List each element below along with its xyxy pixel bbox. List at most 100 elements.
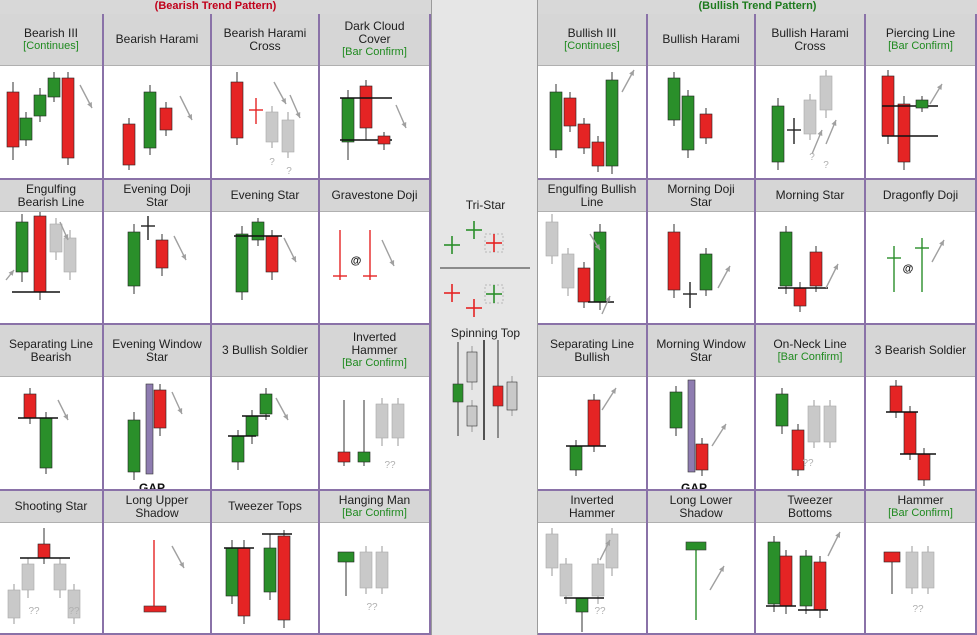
candle-body — [375, 403, 389, 439]
arrow-head — [605, 296, 611, 302]
pattern-drawing: ?? — [230, 72, 301, 177]
candle-body — [545, 221, 559, 257]
bullish-pattern-cell: On-Neck Line [Bar Confirm]?? — [756, 325, 866, 491]
arrow-head — [63, 234, 69, 240]
pattern-candles: ?? — [545, 528, 619, 632]
bullish-banner: (Bullish Trend Pattern) — [698, 0, 817, 12]
candle-body — [357, 451, 371, 463]
pattern-title-line: Piercing Line — [885, 25, 956, 40]
pattern-candles — [881, 70, 943, 170]
pattern-candles — [228, 388, 289, 470]
pattern-title: Inverted Hammer [Bar Confirm] — [320, 325, 429, 377]
bullish-pattern-cell: Piercing Line [Bar Confirm] — [866, 14, 977, 180]
candle-body — [771, 105, 785, 163]
pattern-candles — [667, 224, 731, 308]
pattern-drawing: ?? — [775, 388, 837, 476]
candle-body — [695, 443, 709, 471]
unknown-marker: ?? — [594, 606, 606, 617]
candle-body — [559, 563, 573, 597]
candle-body — [153, 389, 167, 429]
bearish-pattern-cell: Evening Doji Star — [104, 180, 212, 325]
pattern-candles: @ — [887, 238, 945, 292]
candle-body — [21, 563, 35, 591]
candle-body — [67, 589, 81, 619]
pattern-title-line: Dark Cloud — [344, 19, 405, 33]
candle-body — [813, 561, 827, 611]
candle-body — [143, 91, 157, 149]
bearish-pattern-cell: Hanging Man [Bar Confirm]?? — [320, 491, 431, 635]
unknown-marker: ? — [286, 166, 292, 177]
pattern-title-line: Bearish Harami — [223, 25, 307, 40]
arrow-head — [63, 414, 68, 420]
unknown-marker: ?? — [366, 602, 378, 613]
pattern-title-line: Bottoms — [787, 505, 832, 520]
candle-body — [341, 97, 355, 143]
candle-body — [667, 231, 681, 291]
pattern-title: Evening Window Star — [104, 325, 210, 377]
pattern-drawing — [127, 216, 187, 294]
bullish-pattern-cell: Bullish Harami — [648, 14, 756, 180]
pattern-title-line: Line — [580, 194, 604, 209]
candle-body — [122, 123, 136, 166]
candle-body — [49, 223, 63, 253]
bearish-pattern-cell: Engulfing Bearish Line — [0, 180, 104, 325]
candle-body — [19, 117, 33, 141]
pattern-title-line: Separating Line — [549, 336, 635, 351]
pattern-title-line: 3 Bearish Soldier — [874, 343, 967, 357]
pattern-title-line: Bearish III — [23, 25, 79, 40]
bullish-pattern-cell: Long Lower Shadow — [648, 491, 756, 635]
arrow-head — [725, 266, 730, 272]
pattern-drawing: ???? — [7, 528, 81, 624]
bearish-panel: (Bearish Trend Pattern) Bearish III [Cont… — [0, 0, 431, 635]
pattern-title: Inverted Hammer — [538, 491, 646, 523]
arrow-head — [283, 414, 288, 420]
pattern-title-line: Star — [145, 349, 168, 364]
pattern-candles — [234, 218, 297, 300]
at-label: @ — [903, 263, 914, 275]
arrow-head — [177, 408, 183, 414]
pattern-title: 3 Bearish Soldier — [866, 325, 975, 377]
candle-body — [775, 393, 789, 427]
pattern-title-line: Hanging Man — [338, 492, 411, 507]
pattern-title-line: Evening Doji — [123, 181, 191, 196]
gap-label: GAP — [139, 481, 165, 489]
candle-body — [259, 393, 273, 415]
pattern-drawing — [6, 72, 93, 165]
unknown-marker: ?? — [802, 458, 814, 469]
candle-body — [569, 445, 583, 471]
gap-bar — [687, 379, 696, 473]
candle-body — [6, 91, 20, 148]
bar-confirm-note: [Continues] — [23, 39, 79, 52]
bearish-pattern-cell: Tweezer Tops — [212, 491, 320, 635]
bullish-pattern-cell: Morning Star — [756, 180, 866, 325]
bearish-pattern-cell: Bearish Harami Cross?? — [212, 14, 320, 180]
pattern-title-line: Bearish — [30, 349, 72, 364]
candle-body — [251, 221, 265, 241]
candle-body — [921, 551, 935, 589]
pattern-title: Bullish Harami — [648, 14, 754, 66]
candle-body — [506, 381, 518, 411]
bullish-pattern-cell: 3 Bearish Soldier — [866, 325, 977, 491]
pattern-title: Bullish III [Continues] — [538, 14, 646, 66]
candle-body — [897, 103, 911, 163]
bar-confirm-note: [Bar Confirm] — [342, 506, 407, 519]
candle-body — [337, 551, 355, 563]
candle-body — [359, 551, 373, 589]
candle-body — [699, 113, 713, 139]
pattern-title-line: Bearish Harami — [115, 32, 199, 46]
arrow-head — [719, 566, 724, 572]
arrow-head — [389, 260, 395, 266]
arrow-head — [610, 388, 616, 394]
pattern-candles: @ — [333, 230, 395, 280]
arrow-head — [831, 120, 837, 126]
arrow-head — [720, 424, 726, 430]
pattern-candles: ?? — [337, 398, 405, 471]
pattern-drawing: ?? — [771, 70, 837, 171]
pattern-drawing — [886, 380, 936, 486]
bearish-pattern-cell: Bearish Harami — [104, 14, 212, 180]
candle-body — [230, 81, 244, 139]
candle-body — [359, 85, 373, 129]
candle-body — [793, 287, 807, 307]
candle-body — [15, 221, 29, 273]
candle-body — [577, 123, 591, 149]
